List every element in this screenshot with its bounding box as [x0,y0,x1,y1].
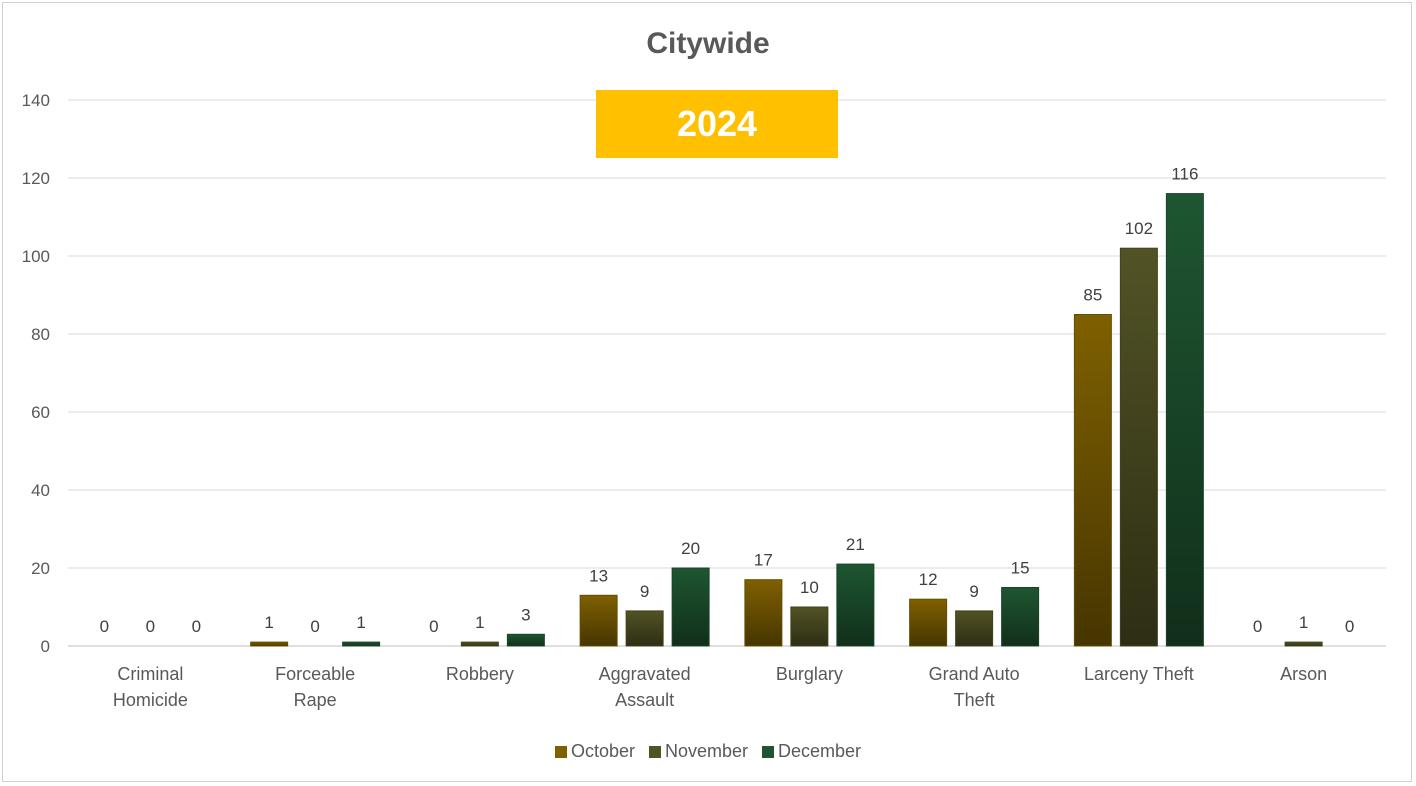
x-tick-label: Arson [1280,664,1327,684]
y-tick-label: 120 [22,169,50,188]
bar-october [579,594,618,647]
bar-october [250,641,289,647]
y-tick-label: 20 [31,559,50,578]
data-label: 0 [1345,617,1354,636]
x-tick-label: Homicide [113,690,188,710]
data-label: 0 [192,617,201,636]
legend-item-december: December [762,741,861,762]
y-axis: 0 20 40 60 80 100 120 140 [22,91,50,656]
bar-october [909,598,948,647]
bar-november [790,606,829,647]
x-tick-label: Grand Auto [929,664,1020,684]
legend-swatch [554,745,567,758]
bar-december [836,563,875,647]
x-axis: Criminal Homicide Forceable Rape Robbery Aggr… [113,664,1327,710]
bar-december [506,633,545,647]
data-label: 1 [475,613,484,632]
data-label: 85 [1083,286,1102,305]
data-label: 9 [640,582,649,601]
data-label: 0 [1253,617,1262,636]
data-label: 0 [146,617,155,636]
data-label: 102 [1125,219,1153,238]
bar-december [1165,193,1204,647]
data-label: 1 [1299,613,1308,632]
year-badge: 2024 [596,90,838,158]
x-tick-label: Theft [954,690,995,710]
legend: October November December [0,741,1416,762]
x-tick-label: Rape [294,690,337,710]
legend-label: November [664,741,749,761]
y-tick-label: 140 [22,91,50,110]
x-tick-label: Forceable [275,664,355,684]
chart-title: Citywide [646,27,770,60]
data-label: 10 [800,578,819,597]
data-label: 1 [356,613,365,632]
data-label: 20 [681,539,700,558]
data-label: 116 [1171,165,1198,184]
bar-december [1001,587,1040,647]
bar-november [460,641,499,647]
data-label: 0 [310,617,319,636]
data-label: 1 [264,613,273,632]
bar-november [1119,247,1158,647]
bar-december [342,641,381,647]
y-tick-label: 100 [22,247,50,266]
data-label: 13 [589,566,608,585]
data-label: 3 [521,605,530,624]
y-tick-label: 80 [31,325,50,344]
bar-november [1284,641,1323,647]
legend-item-october: October [554,741,635,762]
legend-swatch [648,745,661,758]
y-tick-label: 0 [41,637,50,656]
bars [250,193,1323,647]
data-label: 21 [846,535,865,554]
bar-december [671,567,710,647]
x-tick-label: Robbery [446,664,514,684]
legend-label: December [778,741,862,761]
data-label: 0 [100,617,109,636]
y-tick-label: 40 [31,481,50,500]
x-tick-label: Aggravated [599,664,691,684]
legend-label: October [570,741,635,761]
x-tick-label: Criminal [117,664,183,684]
legend-swatch [762,745,775,758]
bar-november [955,610,994,647]
data-label: 12 [919,570,938,589]
data-label: 9 [969,582,978,601]
legend-item-november: November [648,741,749,762]
data-label: 0 [429,617,438,636]
x-tick-label: Assault [615,690,674,710]
x-tick-label: Burglary [776,664,843,684]
y-tick-label: 60 [31,403,50,422]
data-label: 17 [754,551,773,570]
data-label: 15 [1011,559,1030,578]
x-tick-label: Larceny Theft [1084,664,1194,684]
bar-november [625,610,664,647]
bar-october [744,579,783,647]
bar-october [1073,314,1112,647]
